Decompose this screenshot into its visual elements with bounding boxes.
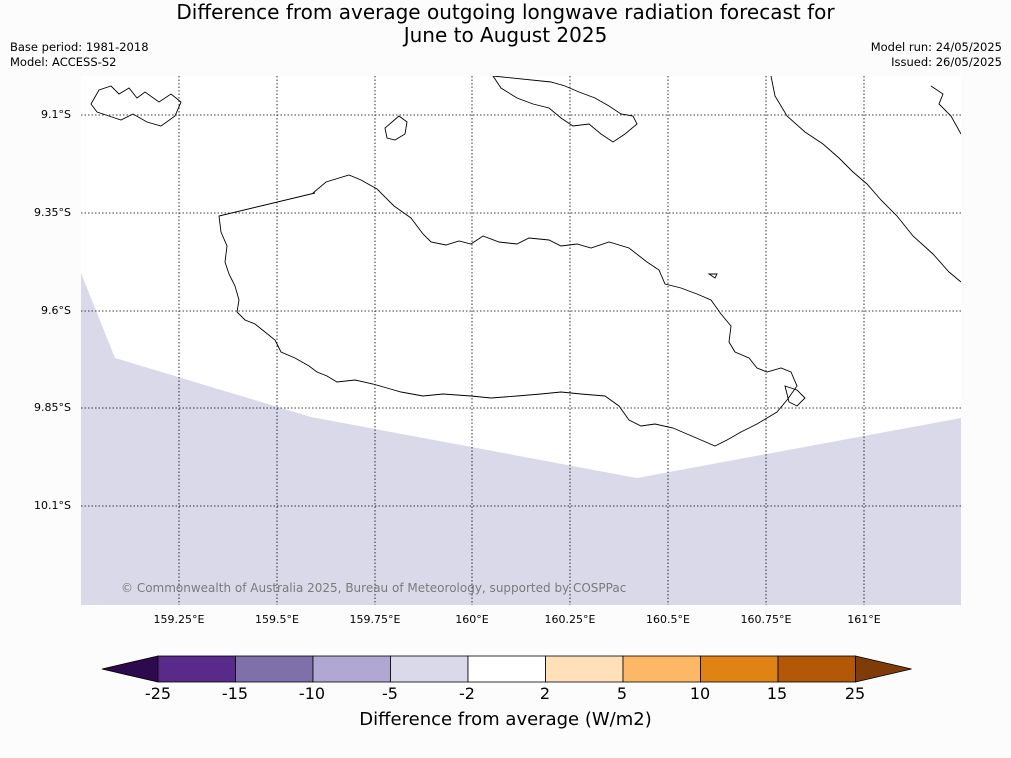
- colorbar-segment: [467, 655, 546, 683]
- south-tip-islet: [784, 385, 806, 407]
- colorbar-segment: [312, 655, 391, 683]
- map-canvas: [81, 76, 961, 605]
- map-panel: © Commonwealth of Australia 2025, Bureau…: [81, 76, 961, 605]
- lon-label: 159.5°E: [255, 613, 299, 626]
- colorbar-tick-label: 15: [766, 684, 788, 703]
- colorbar-tick-label: 5: [616, 684, 628, 703]
- model-run: Model run: 24/05/2025: [870, 40, 1002, 54]
- malaita-coast: [770, 76, 961, 283]
- issued-date: Issued: 26/05/2025: [891, 55, 1002, 69]
- colorbar-segment: [545, 655, 624, 683]
- colorbar-extend-high: [855, 655, 912, 683]
- colorbar-tick-label: 10: [689, 684, 711, 703]
- savo-island: [384, 115, 408, 141]
- meta-left: Base period: 1981-2018 Model: ACCESS-S2: [10, 40, 149, 70]
- colorbar-segment: [777, 655, 856, 683]
- anomaly-shaded-region: [81, 273, 961, 605]
- north-islands: [90, 85, 182, 127]
- copyright-notice: © Commonwealth of Australia 2025, Bureau…: [121, 581, 627, 595]
- colorbar-tick-label: -10: [298, 684, 326, 703]
- colorbar-tick-label: -15: [221, 684, 249, 703]
- colorbar-segment: [390, 655, 469, 683]
- lat-label: 9.1°S: [41, 108, 71, 121]
- guadalcanal-coast: [218, 174, 798, 447]
- lat-label: 9.35°S: [34, 206, 71, 219]
- chart-title-line2: June to August 2025: [403, 23, 608, 47]
- chart-title-line1: Difference from average outgoing longwav…: [176, 0, 835, 24]
- colorbar-tick-label: -2: [459, 684, 475, 703]
- lon-label: 159.75°E: [349, 613, 401, 626]
- lon-label: 160°E: [455, 613, 489, 626]
- base-period: Base period: 1981-2018: [10, 40, 149, 54]
- gridlines: [81, 76, 961, 605]
- colorbar-segment: [235, 655, 314, 683]
- colorbar-segment: [622, 655, 701, 683]
- colorbar-tick-label: -5: [382, 684, 398, 703]
- lat-label: 10.1°S: [34, 499, 71, 512]
- lon-label: 160.25°E: [544, 613, 596, 626]
- colorbar: [101, 655, 912, 683]
- meta-right: Model run: 24/05/2025 Issued: 26/05/2025: [871, 40, 1002, 70]
- lon-label: 160.75°E: [740, 613, 792, 626]
- florida-islands: [492, 76, 638, 143]
- lat-label: 9.85°S: [34, 401, 71, 414]
- colorbar-extend-low: [101, 655, 159, 683]
- colorbar-segment: [700, 655, 779, 683]
- lat-label: 9.6°S: [41, 304, 71, 317]
- colorbar-tick-label: 25: [844, 684, 866, 703]
- coastlines: [90, 76, 961, 447]
- lon-label: 160.5°E: [646, 613, 690, 626]
- lon-label: 159.25°E: [153, 613, 205, 626]
- colorbar-segment: [157, 655, 236, 683]
- colorbar-tick-label: 2: [539, 684, 551, 703]
- colorbar-tick-label: -25: [144, 684, 172, 703]
- lon-label: 161°E: [847, 613, 881, 626]
- colorbar-title: Difference from average (W/m2): [359, 709, 652, 730]
- tiny-islet: [707, 273, 718, 279]
- model-name: Model: ACCESS-S2: [10, 55, 117, 69]
- northeast-islets: [930, 85, 961, 135]
